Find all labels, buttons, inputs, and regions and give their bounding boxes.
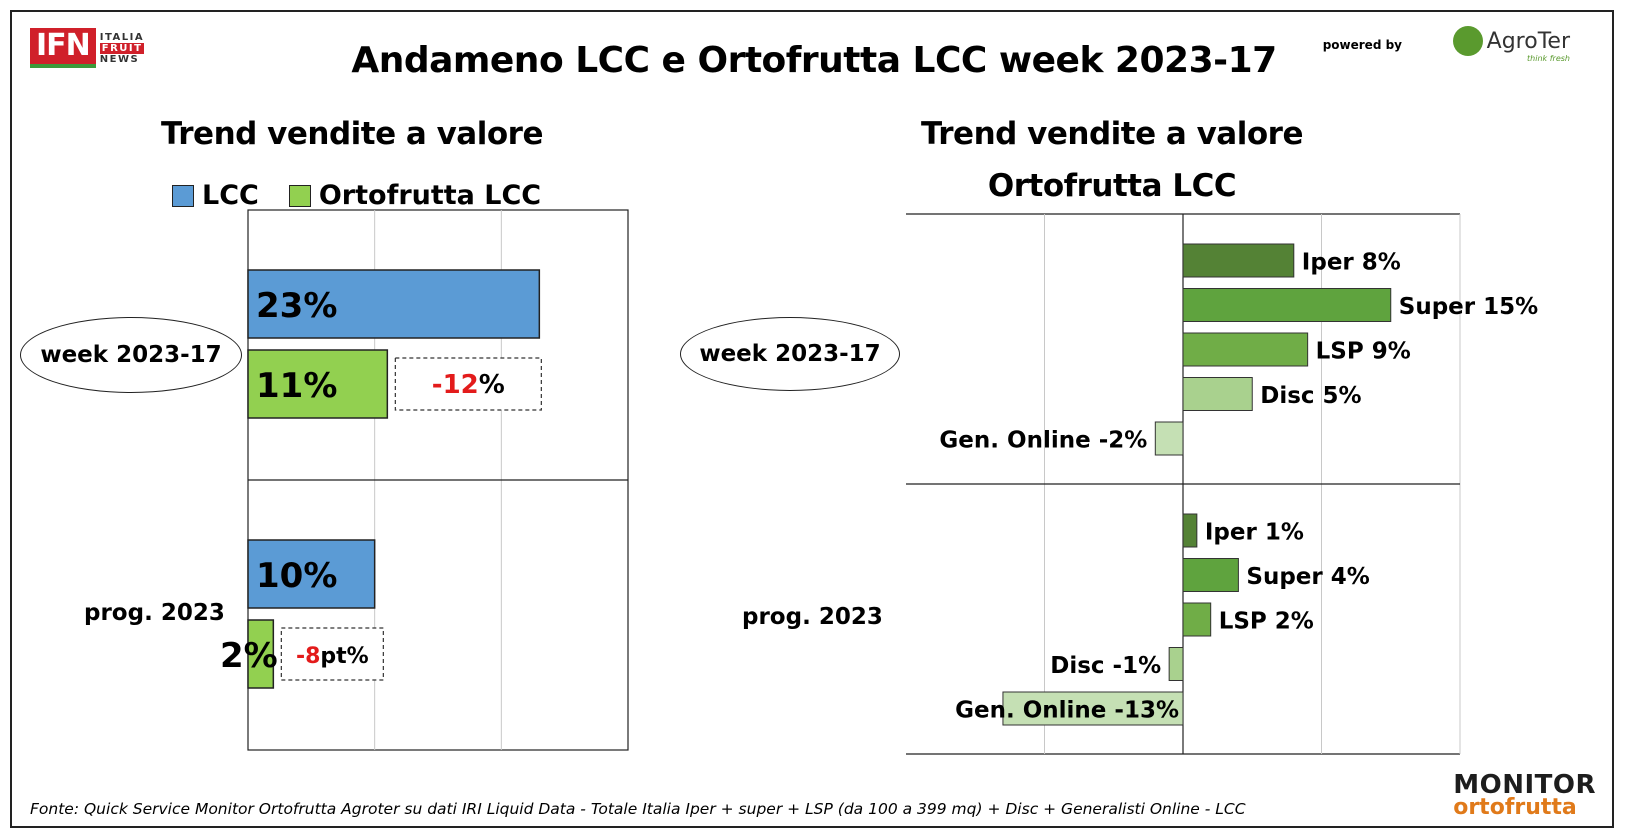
bar-segment-label: Disc -1% bbox=[1050, 653, 1161, 679]
bar-segment-label: Disc 5% bbox=[1260, 383, 1361, 409]
category-week-ellipse-right: week 2023-17 bbox=[680, 317, 900, 391]
bar-segment bbox=[1182, 243, 1295, 278]
category-week-ellipse: week 2023-17 bbox=[20, 317, 242, 393]
bar-label-ortofrutta: 11% bbox=[256, 366, 337, 406]
bar-segment bbox=[1182, 288, 1392, 322]
monitor-logo-line1: MONITOR bbox=[1453, 770, 1596, 800]
monitor-logo-line2: ortofrutta bbox=[1453, 795, 1577, 820]
bar-lcc bbox=[247, 269, 541, 339]
bar-segment-label: LSP 2% bbox=[1219, 609, 1314, 635]
infographic-frame: IFN ITALIA FRUIT NEWS Andameno LCC e Ort… bbox=[10, 10, 1614, 828]
ifn-logo: IFN ITALIA FRUIT NEWS bbox=[30, 28, 145, 68]
legend-swatch-ortofrutta bbox=[288, 184, 311, 207]
bar-segment-label: Iper 8% bbox=[1302, 250, 1401, 276]
bar-segment-label: Iper 1% bbox=[1205, 520, 1304, 546]
category-label-week-left: week 2023-17 bbox=[40, 342, 222, 368]
bar-label-ortofrutta: 2% bbox=[220, 636, 278, 676]
delta-annotation-text: -12% bbox=[432, 370, 505, 400]
category-label-prog-right: prog. 2023 bbox=[742, 604, 883, 630]
left-chart-subtitle: Trend vendite a valore bbox=[161, 116, 543, 152]
right-chart-subtitle-line1: Trend vendite a valore bbox=[921, 116, 1303, 152]
bar-segment bbox=[1182, 558, 1239, 592]
monitor-ortofrutta-logo: MONITOR ortofrutta bbox=[1453, 770, 1596, 820]
bar-segment-label: Gen. Online -2% bbox=[939, 428, 1147, 454]
left-chart-legend: LCC Ortofrutta LCC bbox=[172, 180, 541, 211]
bar-label-lcc: 23% bbox=[256, 286, 337, 326]
bar-ortofrutta bbox=[247, 619, 275, 689]
category-label-week-right: week 2023-17 bbox=[699, 341, 881, 367]
bar-segment bbox=[1182, 332, 1309, 367]
bar-segment bbox=[1182, 513, 1198, 548]
bar-segment bbox=[1168, 647, 1184, 681]
delta-annotation-box bbox=[280, 627, 384, 681]
source-footnote: Fonte: Quick Service Monitor Ortofrutta … bbox=[30, 800, 1246, 818]
bar-lcc bbox=[247, 539, 376, 609]
bar-segment bbox=[1182, 377, 1253, 411]
category-label-prog-left: prog. 2023 bbox=[84, 600, 225, 626]
bar-segment-label: Super 4% bbox=[1246, 564, 1369, 590]
agroter-logo: AgroTer think fresh bbox=[1452, 26, 1570, 63]
legend-label-lcc: LCC bbox=[202, 180, 259, 211]
bar-segment-label: Super 15% bbox=[1399, 294, 1538, 320]
bar-segment bbox=[1002, 691, 1184, 726]
bar-ortofrutta bbox=[247, 349, 389, 419]
right-bar-chart: Iper 8% Super 15% LSP 9% Disc 5% Gen. Online… bbox=[906, 213, 1538, 755]
left-bar-chart: 23% 11% -12% 10% 2% -8pt% bbox=[220, 209, 629, 751]
ifn-logo-mark: IFN bbox=[30, 28, 96, 68]
page-title: Andameno LCC e Ortofrutta LCC week 2023-… bbox=[351, 40, 1277, 81]
bar-segment-label: Gen. Online -13% bbox=[955, 698, 1179, 724]
right-chart-subtitle-line2: Ortofrutta LCC bbox=[987, 168, 1237, 204]
legend-label-ortofrutta: Ortofrutta LCC bbox=[318, 180, 542, 211]
bar-segment bbox=[1182, 602, 1212, 637]
delta-annotation-box bbox=[394, 357, 542, 411]
bar-segment-label: LSP 9% bbox=[1316, 339, 1411, 365]
legend-swatch-lcc bbox=[172, 184, 194, 207]
agroter-logo-name: AgroTer bbox=[1486, 28, 1570, 54]
delta-annotation-text: -8pt% bbox=[296, 644, 369, 669]
bar-label-lcc: 10% bbox=[256, 556, 337, 596]
ifn-logo-text: ITALIA FRUIT NEWS bbox=[99, 31, 145, 65]
tree-icon bbox=[1452, 26, 1483, 56]
agroter-logo-tagline: think fresh bbox=[1527, 54, 1570, 63]
bar-segment bbox=[1154, 421, 1184, 456]
powered-by-label: powered by bbox=[1322, 38, 1402, 52]
